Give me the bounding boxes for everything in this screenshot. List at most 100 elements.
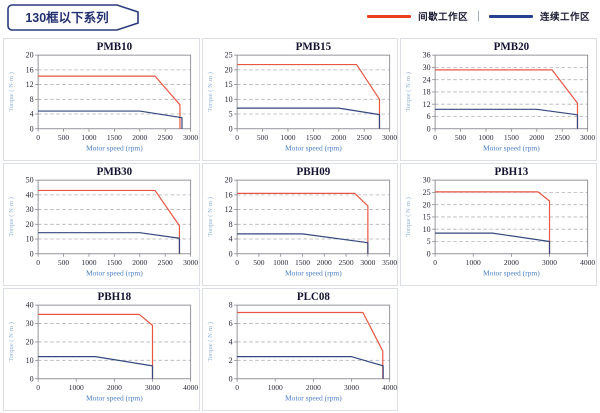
legend-label-intermittent: 间歇工作区 <box>418 12 469 23</box>
chart-title: PMB30 <box>97 166 133 178</box>
y-tick-label: 10 <box>26 356 34 365</box>
x-tick-label: 500 <box>257 133 269 142</box>
chart-PMB15: PMB15 0 5 10 15 20 25 0 500 1000 1500 2000 2500 3000 M… <box>207 41 397 152</box>
chart-title: PMB15 <box>295 41 331 53</box>
x-tick-label: 1000 <box>466 258 481 267</box>
page-header: 130框以下系列 间歇工作区 | 连续工作区 <box>0 0 600 34</box>
x-tick-label: 2500 <box>158 258 173 267</box>
y-tick-label: 20 <box>26 338 34 347</box>
legend-item-intermittent: 间歇工作区 <box>367 9 468 23</box>
x-axis-label: Motor speed (rpm) <box>86 393 143 402</box>
x-tick-label: 2000 <box>132 258 147 267</box>
y-tick-label: 20 <box>423 200 431 209</box>
x-tick-label: 2000 <box>530 133 545 142</box>
y-tick-label: 0 <box>427 249 431 258</box>
y-tick-label: 16 <box>224 190 232 199</box>
x-tick-label: 3000 <box>542 258 557 267</box>
y-tick-label: 6 <box>228 319 232 328</box>
y-tick-label: 5 <box>427 237 431 246</box>
x-tick-label: 500 <box>58 258 70 267</box>
y-tick-label: 0 <box>30 374 34 383</box>
chart-title: PMB20 <box>494 41 530 53</box>
y-tick-label: 0 <box>228 374 232 383</box>
y-tick-label: 10 <box>26 235 34 244</box>
x-axis-label: Motor speed (rpm) <box>483 143 540 152</box>
legend-line-continuous <box>488 14 533 18</box>
y-tick-label: 20 <box>26 51 34 60</box>
y-axis-label: Torque ( N·m ) <box>405 197 412 237</box>
y-axis-label: Torque ( N·m ) <box>8 72 15 112</box>
x-tick-label: 1000 <box>267 383 282 392</box>
y-tick-label: 4 <box>228 338 232 347</box>
series-连续工作区 <box>38 110 183 129</box>
x-tick-label: 1000 <box>81 133 96 142</box>
y-tick-label: 6 <box>427 112 431 121</box>
y-tick-label: 30 <box>423 176 431 185</box>
x-tick-label: 1500 <box>107 133 122 142</box>
chart-PMB10: PMB10 0 4 8 12 16 20 0 500 1000 1500 2000 2500 3000 Mo… <box>8 41 198 152</box>
x-tick-label: 0 <box>36 383 40 392</box>
page-title: 130框以下系列 <box>25 10 108 25</box>
y-tick-label: 30 <box>26 205 34 214</box>
x-tick-label: 3000 <box>145 383 160 392</box>
chart-panel-PMB10: PMB10 0 4 8 12 16 20 0 500 1000 1500 2000 2500 3000 Mo… <box>3 38 200 161</box>
legend: 间歇工作区 | 连续工作区 <box>367 9 590 23</box>
y-tick-label: 0 <box>228 249 232 258</box>
x-tick-label: 1000 <box>81 258 96 267</box>
chart-panel-PBH18: PBH18 0 10 20 30 40 0 1000 2000 3000 4000 Motor spe… <box>3 288 200 411</box>
chart-title: PMB10 <box>97 41 133 53</box>
y-tick-label: 0 <box>30 249 34 258</box>
x-tick-label: 500 <box>253 258 265 267</box>
y-tick-label: 18 <box>423 88 431 97</box>
x-tick-label: 0 <box>235 258 239 267</box>
y-tick-label: 16 <box>26 65 34 74</box>
y-tick-label: 4 <box>228 235 232 244</box>
x-tick-label: 0 <box>36 133 40 142</box>
plot-frame <box>236 54 390 130</box>
x-tick-label: 0 <box>434 258 438 267</box>
series-title-tag: 130框以下系列 <box>7 4 139 31</box>
y-tick-label: 40 <box>26 301 34 310</box>
series-连续工作区 <box>435 232 551 254</box>
y-tick-label: 12 <box>26 80 34 89</box>
title-tag-shape: 130框以下系列 <box>7 4 139 31</box>
x-tick-label: 1000 <box>69 383 84 392</box>
y-tick-label: 5 <box>228 110 232 119</box>
chart-title: PBH18 <box>98 291 132 303</box>
y-axis-label: Torque ( N·m ) <box>207 72 214 112</box>
y-tick-label: 20 <box>224 176 232 185</box>
y-tick-label: 20 <box>224 65 232 74</box>
chart-panel-PLC08: PLC08 0 2 4 6 8 0 1000 2000 3000 4000 Motor speed (… <box>201 288 399 411</box>
series-连续工作区 <box>38 356 154 379</box>
chart-PBH13: PBH13 0 5 10 15 20 25 30 0 1000 2000 3000 4000 Motor … <box>405 166 595 277</box>
x-tick-label: 2500 <box>555 133 570 142</box>
y-tick-label: 0 <box>427 124 431 133</box>
x-tick-label: 3500 <box>382 258 397 267</box>
x-tick-label: 1500 <box>107 258 122 267</box>
x-tick-label: 2000 <box>504 258 519 267</box>
x-tick-label: 500 <box>58 133 70 142</box>
series-间歇工作区 <box>236 311 384 379</box>
legend-label-continuous: 连续工作区 <box>539 12 590 23</box>
y-tick-label: 0 <box>228 124 232 133</box>
plot-frame <box>236 179 390 255</box>
chart-PLC08: PLC08 0 2 4 6 8 0 1000 2000 3000 4000 Motor speed (… <box>207 291 397 402</box>
plot-frame <box>37 54 192 130</box>
y-tick-label: 25 <box>224 51 232 60</box>
chart-title: PBH09 <box>296 166 330 178</box>
x-axis-label: Motor speed (rpm) <box>285 143 342 152</box>
legend-line-intermittent <box>367 14 412 18</box>
x-tick-label: 1500 <box>306 133 321 142</box>
x-tick-label: 2500 <box>356 133 371 142</box>
x-tick-label: 500 <box>455 133 467 142</box>
x-tick-label: 2500 <box>158 133 173 142</box>
series-间歇工作区 <box>38 75 181 129</box>
x-tick-label: 3000 <box>344 383 359 392</box>
y-axis-label: Torque ( N·m ) <box>207 322 214 362</box>
chart-PMB20: PMB20 0 6 12 18 24 30 36 0 500 1000 1500 2000 2500 300… <box>405 41 595 152</box>
y-tick-label: 15 <box>423 213 431 222</box>
y-tick-label: 20 <box>26 220 34 229</box>
legend-item-continuous: 连续工作区 <box>488 9 590 23</box>
